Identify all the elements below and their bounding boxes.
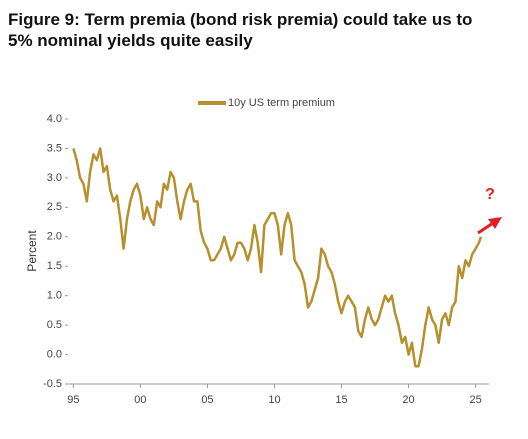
- x-tick-label: 95: [67, 394, 79, 406]
- x-tick-label: 20: [402, 394, 414, 406]
- y-tick-label: 3.0: [47, 172, 62, 184]
- y-axis-label: Percent: [25, 230, 39, 272]
- x-tick-label: 05: [201, 394, 213, 406]
- annotation: ?: [485, 186, 495, 203]
- y-tick-label: -0.5: [43, 378, 62, 390]
- x-tick-label: 25: [469, 394, 481, 406]
- y-tick-label: 3.5: [47, 142, 62, 154]
- x-tick-label: 00: [134, 394, 146, 406]
- y-tick-label: 0.5: [47, 319, 62, 331]
- y-tick-label: 1.0: [47, 290, 62, 302]
- y-tick-label: 4.0: [47, 113, 62, 125]
- line-series: [72, 147, 483, 368]
- chart-title: Figure 9: Term premia (bond risk premia)…: [8, 10, 473, 29]
- y-tick-label: 2.0: [47, 231, 62, 243]
- arrow: [477, 217, 502, 235]
- y-tick-label: 0.0: [47, 348, 62, 360]
- y-tick-label: 1.5: [47, 260, 62, 272]
- x-tick-label: 15: [335, 394, 347, 406]
- x-tick-label: 10: [268, 394, 280, 406]
- chart-title: 5% nominal yields quite easily: [8, 31, 253, 50]
- legend-label: 10y US term premium: [228, 97, 335, 109]
- y-tick-label: 2.5: [47, 201, 62, 213]
